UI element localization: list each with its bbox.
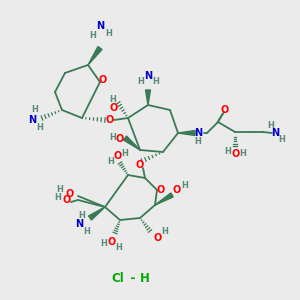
Text: H: H	[153, 77, 159, 86]
Text: H: H	[195, 137, 201, 146]
Text: H: H	[162, 227, 168, 236]
Text: H: H	[57, 185, 63, 194]
Text: H: H	[182, 181, 188, 190]
Text: H: H	[240, 149, 246, 158]
Text: O: O	[108, 237, 116, 247]
Polygon shape	[178, 130, 195, 136]
Polygon shape	[88, 207, 105, 220]
Text: O: O	[63, 195, 71, 205]
Polygon shape	[88, 46, 102, 65]
Text: H: H	[225, 148, 231, 157]
Text: O: O	[110, 103, 118, 113]
Text: N: N	[96, 21, 104, 31]
Polygon shape	[123, 136, 140, 150]
Text: H: H	[122, 148, 128, 158]
Text: H: H	[110, 95, 116, 104]
Text: O: O	[232, 149, 240, 159]
Text: N: N	[75, 219, 83, 229]
Text: N: N	[194, 128, 202, 138]
Text: N: N	[28, 115, 36, 125]
Text: O: O	[154, 233, 162, 243]
Text: O: O	[221, 105, 229, 115]
Text: O: O	[114, 151, 122, 161]
Text: H: H	[116, 244, 122, 253]
Text: O: O	[99, 75, 107, 85]
Text: H: H	[106, 28, 112, 38]
Text: H: H	[55, 193, 62, 202]
Text: H: H	[110, 134, 116, 142]
Text: H: H	[32, 106, 38, 115]
Text: O: O	[66, 189, 74, 199]
Text: H: H	[37, 124, 44, 133]
Text: O: O	[173, 185, 181, 195]
Text: H: H	[268, 122, 274, 130]
Polygon shape	[146, 90, 151, 105]
Text: H: H	[108, 158, 114, 166]
Text: O: O	[106, 115, 114, 125]
Text: H: H	[79, 211, 86, 220]
Text: H: H	[279, 136, 285, 145]
Text: N: N	[271, 128, 279, 138]
Text: O: O	[136, 160, 144, 170]
Text: H: H	[90, 31, 96, 40]
Text: O: O	[157, 185, 165, 195]
Text: H: H	[100, 239, 107, 248]
Text: N: N	[144, 71, 152, 81]
Text: H: H	[140, 272, 150, 284]
Text: O: O	[116, 134, 124, 144]
Text: H: H	[138, 77, 144, 86]
Text: H: H	[84, 227, 90, 236]
Polygon shape	[155, 193, 173, 205]
Text: -: -	[126, 272, 140, 284]
Text: Cl: Cl	[112, 272, 124, 284]
